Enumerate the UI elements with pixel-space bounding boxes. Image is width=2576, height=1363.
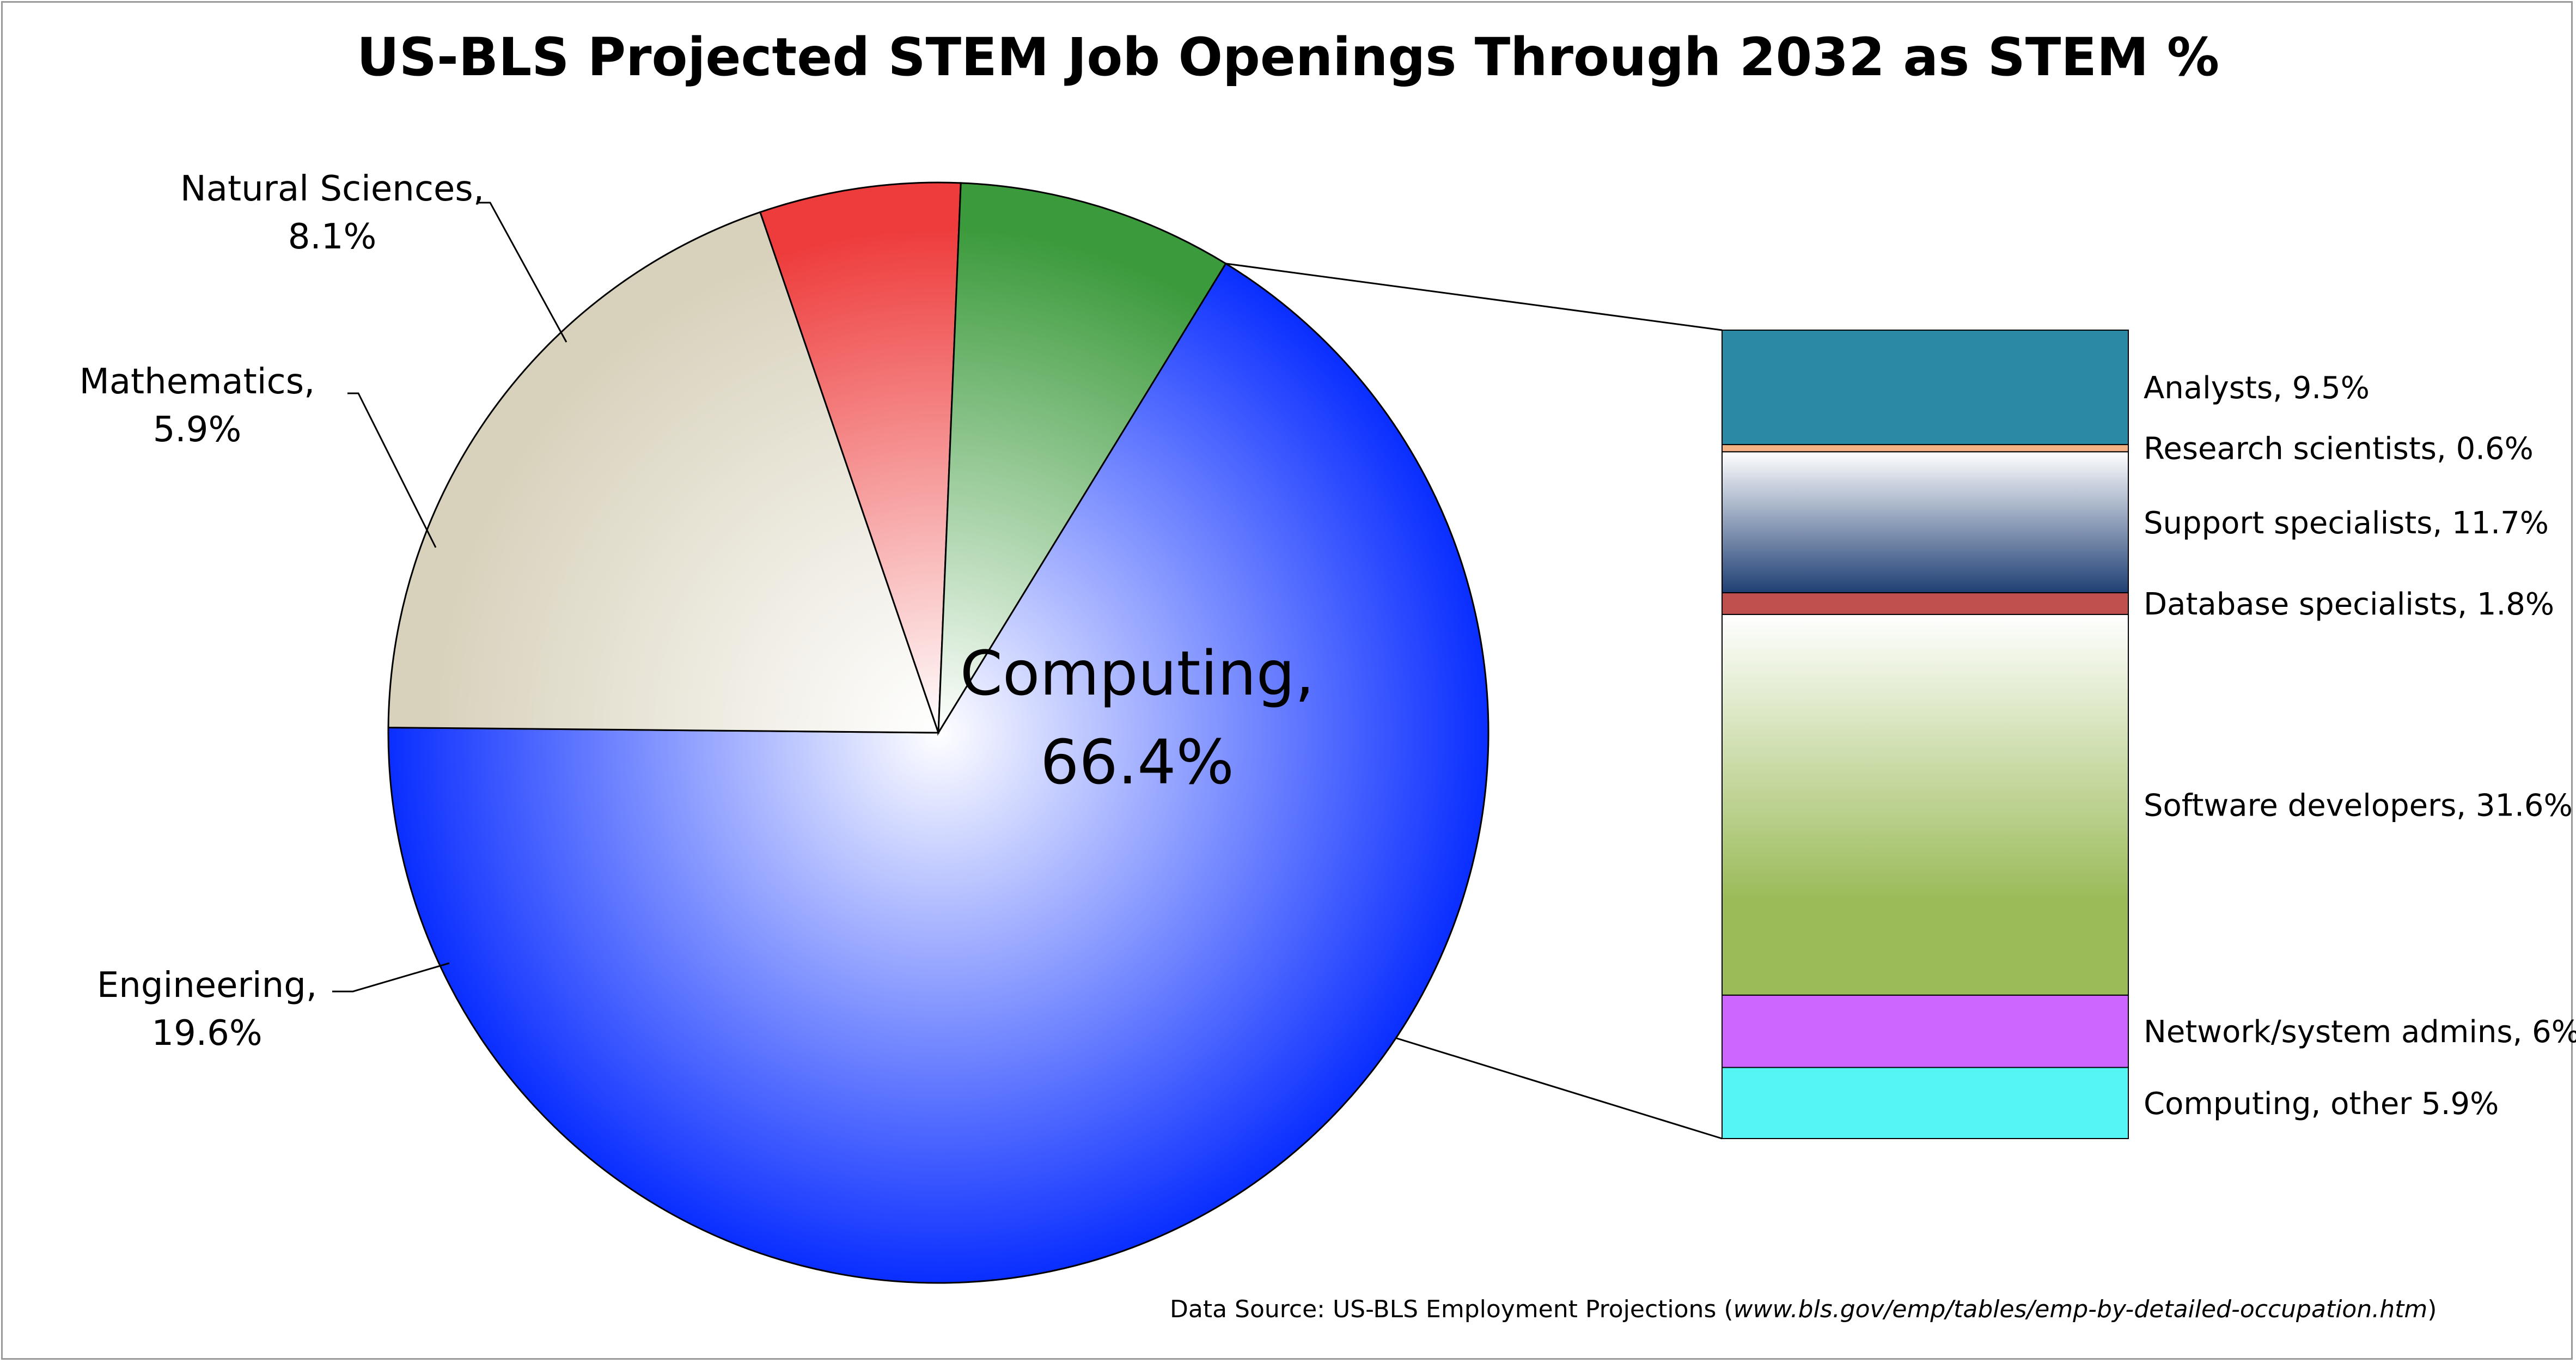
- pie-slice-engineering: [387, 211, 940, 734]
- pie-slice-mathematics: [759, 181, 962, 733]
- pie-label-name-natural-sciences: Natural Sciences,: [180, 169, 484, 209]
- pie-slice-natural-sciences: [937, 182, 1227, 736]
- bar-label-analysts-9-5: Analysts, 9.5%: [2144, 370, 2370, 406]
- data-source-suffix: ): [2427, 1295, 2437, 1323]
- bar-label-database-specialists-1-8: Database specialists, 1.8%: [2144, 587, 2554, 622]
- connector-line-top: [1225, 263, 1723, 331]
- pie-label-value-engineering: 19.6%: [151, 1013, 262, 1054]
- bar-label-network-system-admins-6: Network/system admins, 6%: [2144, 1014, 2576, 1050]
- pie-label-name-engineering: Engineering,: [97, 965, 317, 1006]
- pie-label-value-natural-sciences: 8.1%: [288, 217, 377, 257]
- data-source-prefix: Data Source: US-BLS Employment Projectio…: [1170, 1295, 1733, 1323]
- bar-segment-computing-other-5-9: [1722, 1067, 2129, 1139]
- bar-segment-software-developers-31-6: [1722, 613, 2129, 996]
- bar-label-computing-other-5-9: Computing, other 5.9%: [2144, 1086, 2499, 1122]
- bar-segment-research-scientists-0-6: [1722, 444, 2129, 453]
- pie-label-value-mathematics: 5.9%: [153, 410, 242, 450]
- bar-label-research-scientists-0-6: Research scientists, 0.6%: [2144, 431, 2534, 467]
- pie-label-name-mathematics: Mathematics,: [80, 362, 315, 402]
- leader-line-mathematics: [347, 392, 437, 548]
- data-source-note: Data Source: US-BLS Employment Projectio…: [1170, 1295, 2437, 1323]
- pie-label-value-computing: 66.4%: [1040, 727, 1234, 798]
- bar-segment-database-specialists-1-8: [1722, 592, 2129, 615]
- data-source-url: www.bls.gov/emp/tables/emp-by-detailed-o…: [1733, 1295, 2428, 1323]
- bar-label-support-specialists-11-7: Support specialists, 11.7%: [2144, 506, 2549, 541]
- bar-label-software-developers-31-6: Software developers, 31.6%: [2144, 788, 2573, 823]
- pie-slices: [387, 181, 1490, 1284]
- leader-lines: [332, 202, 567, 993]
- breakout-labels: Analysts, 9.5% Research scientists, 0.6% S…: [2144, 370, 2576, 1122]
- bar-segment-network-system-admins-6: [1722, 994, 2129, 1068]
- leader-line-engineering: [332, 962, 450, 993]
- pie-label-name-computing: Computing,: [960, 638, 1315, 709]
- bar-segment-support-specialists-11-7: [1722, 451, 2129, 594]
- chart-title: US-BLS Projected STEM Job Openings Throu…: [357, 27, 2219, 88]
- bar-segment-analysts-9-5: [1722, 330, 2129, 446]
- pie-labels: Computing, 66.4% Engineering, 19.6% Mathemat…: [80, 169, 1315, 1054]
- pie-slice-computing: [387, 262, 1490, 1284]
- breakout-bar: [1722, 330, 2129, 1139]
- leader-line-natural-sciences: [478, 202, 567, 343]
